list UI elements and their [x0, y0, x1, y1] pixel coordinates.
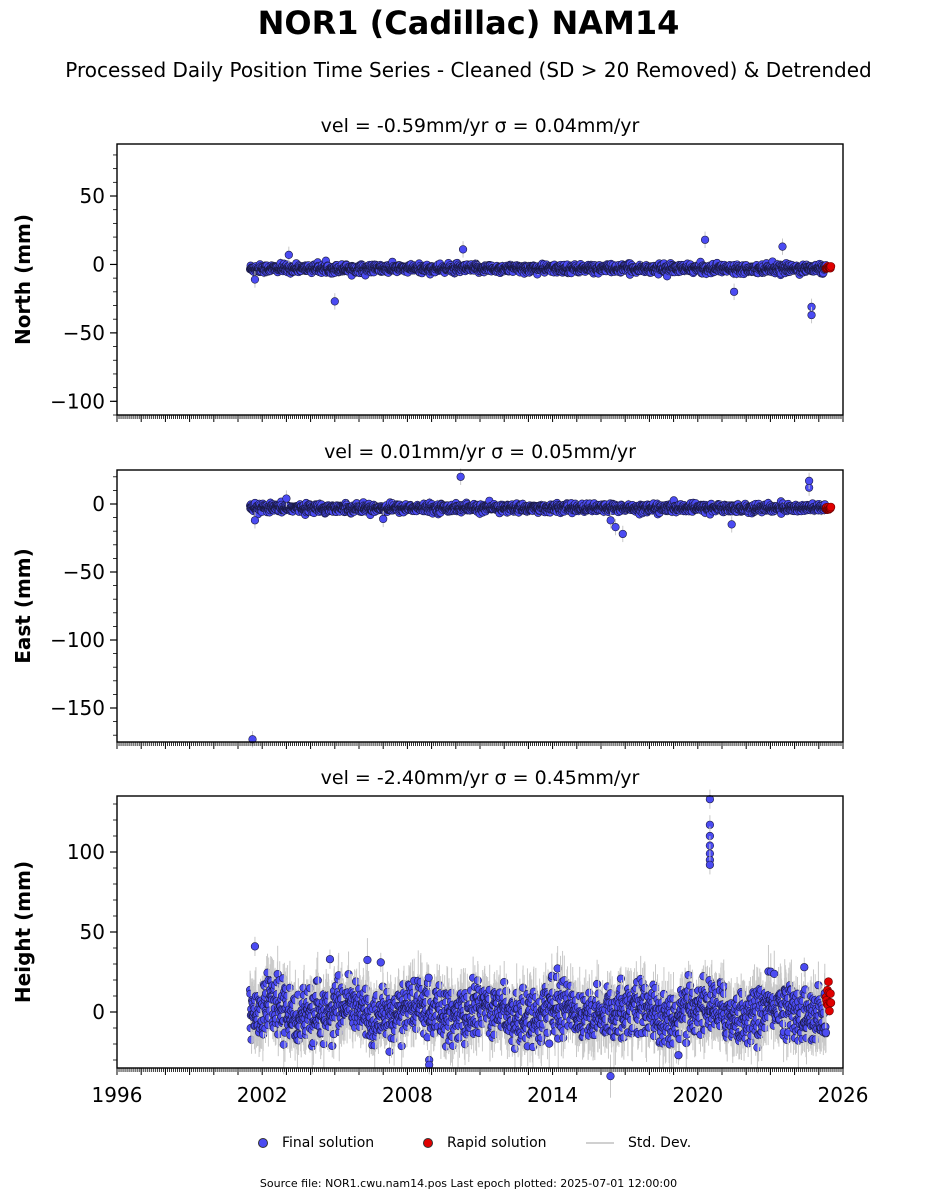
outlier-point [459, 246, 467, 254]
y-tick-label: 50 [80, 184, 105, 208]
outlier-point [779, 243, 787, 251]
outlier-point [701, 236, 709, 244]
y-axis-label: East (mm) [11, 548, 35, 664]
y-tick-label: −50 [63, 321, 105, 345]
y-axis-label: North (mm) [11, 214, 35, 345]
outlier-point [730, 288, 738, 296]
panel-1: vel = -0.59mm/yr σ = 0.04mm/yr North (mm)… [11, 115, 843, 422]
data-points [246, 469, 835, 748]
data-points [246, 232, 835, 324]
rapid-point [827, 262, 835, 270]
y-tick-label: −100 [50, 389, 105, 413]
panel-title: vel = -0.59mm/yr σ = 0.04mm/yr [321, 115, 640, 137]
outlier-point [285, 251, 293, 259]
y-tick-label: 0 [92, 252, 105, 276]
outlier-point [331, 298, 339, 306]
outlier-point [251, 276, 259, 284]
panel-title: vel = 0.01mm/yr σ = 0.05mm/yr [324, 441, 636, 463]
outlier-point [808, 311, 816, 319]
axes-frame [117, 144, 843, 415]
